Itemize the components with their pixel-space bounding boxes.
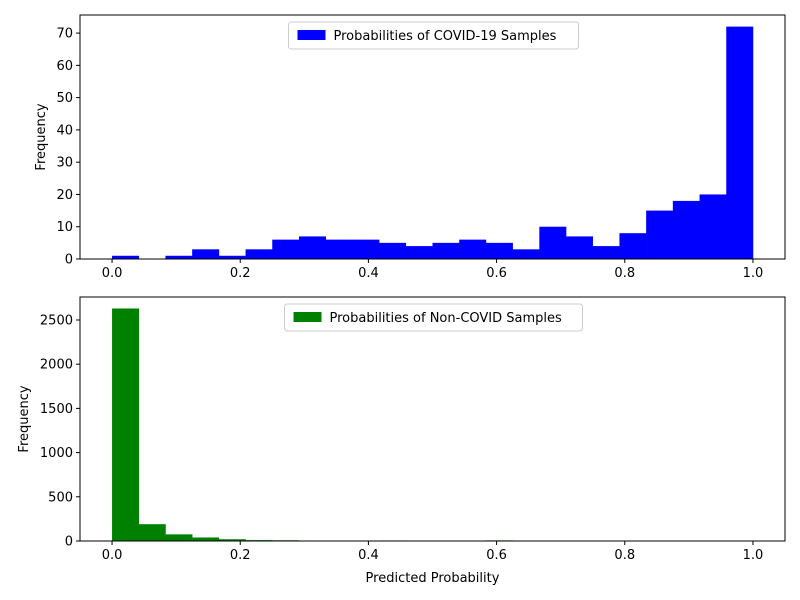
plot-frame (79, 296, 786, 542)
histogram-bar (726, 26, 754, 260)
histogram-bar (218, 539, 246, 541)
histogram-bar (646, 210, 674, 259)
y-tick-label: 40 (56, 123, 73, 138)
y-tick-label: 1000 (40, 446, 73, 461)
legend-box (288, 21, 579, 50)
x-tick-label: 1.0 (743, 266, 764, 281)
x-tick-label: 0.4 (358, 548, 379, 563)
y-tick-label: 2000 (40, 358, 73, 373)
histogram-bar (539, 226, 567, 259)
x-tick-label: 0.4 (358, 266, 379, 281)
y-tick-label: 1500 (40, 402, 73, 417)
legend: Probabilities of Non-COVID Samples (284, 303, 583, 332)
histogram-bar (138, 524, 166, 541)
x-tick-label: 0.0 (102, 548, 123, 563)
y-tick-label: 60 (56, 59, 73, 74)
x-tick-label: 0.8 (614, 266, 635, 281)
covid-histogram-plot: 0.0 0.2 0.4 0.6 0.8 1.0 0 10 20 30 40 50 60 70 Frequen… (34, 14, 786, 281)
y-tick-label: 20 (56, 188, 73, 203)
y-tick-label: 500 (48, 490, 73, 505)
x-tick-label: 0.6 (486, 266, 507, 281)
x-tick-label: 0.0 (102, 266, 123, 281)
histogram-bar (112, 255, 140, 259)
histogram-bar (192, 249, 220, 259)
histogram-bar (485, 242, 513, 259)
legend-label: Probabilities of COVID-19 Samples (334, 29, 557, 44)
legend-label: Probabilities of Non-COVID Samples (330, 311, 563, 326)
histogram-bar (592, 246, 620, 259)
histogram-bar (165, 255, 193, 259)
histogram-bar (298, 236, 326, 259)
y-tick-label: 0 (65, 253, 73, 268)
y-tick-label: 70 (56, 27, 73, 42)
y-tick-label: 30 (56, 156, 73, 171)
histogram-bar (245, 249, 273, 259)
histogram-bar (619, 233, 647, 259)
histogram-bar (432, 242, 460, 259)
histogram-bar (405, 246, 433, 259)
plot-frame (79, 14, 786, 260)
histogram-bar (379, 242, 407, 259)
x-tick-label: 1.0 (743, 548, 764, 563)
y-axis-label: Frequency (17, 385, 32, 452)
legend: Probabilities of COVID-19 Samples (288, 21, 579, 50)
non-covid-histogram-plot: 0.0 0.2 0.4 0.6 0.8 1.0 0 500 1000 1500 2000 2500 Fr… (17, 296, 786, 586)
x-tick-label: 0.6 (486, 548, 507, 563)
histogram-bar (192, 537, 220, 541)
legend-swatch (297, 30, 326, 40)
histogram-bar (272, 239, 300, 259)
histogram-bar (699, 194, 727, 259)
x-tick-label: 0.2 (230, 548, 251, 563)
histogram-bar (672, 200, 700, 259)
legend-box (284, 303, 583, 332)
y-tick-label: 2500 (40, 313, 73, 328)
y-tick-label: 10 (56, 220, 73, 235)
y-tick-label: 0 (65, 535, 73, 550)
histogram-bar (566, 236, 594, 259)
histogram-bar (218, 255, 246, 259)
y-tick-label: 50 (56, 91, 73, 106)
x-tick-label: 0.8 (614, 548, 635, 563)
histogram-bar (325, 239, 353, 259)
histogram-bar (112, 308, 140, 541)
y-axis-label: Frequency (34, 103, 49, 170)
histogram-bar (165, 534, 193, 541)
x-tick-label: 0.2 (230, 266, 251, 281)
legend-swatch (293, 312, 322, 322)
x-axis-label: Predicted Probability (366, 571, 500, 586)
histogram-bar (459, 239, 487, 259)
histogram-bar (352, 239, 380, 259)
histogram-bar (512, 249, 540, 259)
